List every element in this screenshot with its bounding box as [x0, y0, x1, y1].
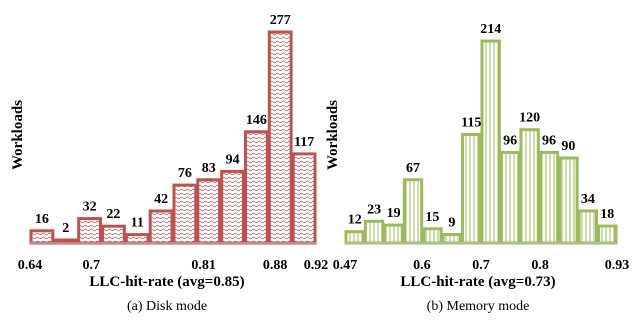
bar-value-label: 76	[178, 166, 192, 181]
x-tick-label: 0.88	[263, 258, 288, 273]
x-tick-label: 0.6	[413, 258, 431, 273]
bar	[597, 224, 618, 245]
bar-value-label: 32	[83, 200, 97, 215]
bar	[124, 233, 150, 245]
x-tick-labels: 0.47 0.6 0.7 0.8 0.93	[333, 258, 630, 273]
y-axis-label: Workloads	[325, 100, 341, 170]
bar-value-label: 277	[270, 13, 291, 28]
bar	[519, 128, 540, 245]
bar-value-label: 16	[35, 212, 49, 227]
x-tick-label: 0.7	[472, 258, 490, 273]
bar	[499, 150, 521, 245]
bar-value-label: 94	[226, 152, 240, 167]
bar	[577, 209, 598, 245]
bar	[441, 233, 463, 245]
bar-value-label: 23	[367, 202, 381, 217]
bar	[77, 217, 102, 245]
bar-value-label: 18	[600, 207, 614, 222]
bar-value-label: 22	[106, 207, 120, 222]
bar	[29, 229, 55, 245]
bar-value-label: 15	[425, 210, 439, 225]
bar	[101, 224, 126, 245]
bar	[363, 219, 385, 245]
bar-value-label: 12	[348, 213, 362, 228]
bar	[402, 178, 424, 245]
bar-value-label: 11	[131, 216, 144, 231]
bars	[29, 30, 317, 245]
bar-value-label: 83	[202, 161, 216, 176]
bar	[422, 227, 443, 245]
bar-value-label: 34	[581, 192, 595, 207]
bar-value-label: 120	[519, 111, 540, 126]
x-tick-label: 0.47	[333, 258, 358, 273]
bar-value-label: 19	[387, 206, 401, 221]
bar	[172, 183, 198, 245]
panel-caption: (b) Memory mode	[427, 299, 530, 314]
bar-value-label: 42	[154, 192, 168, 207]
x-tick-label: 0.93	[605, 258, 630, 273]
x-tick-labels: 0.64 0.7 0.81 0.88 0.92	[18, 258, 329, 273]
x-tick-label: 0.64	[18, 258, 43, 273]
bar	[291, 152, 317, 245]
bar	[196, 178, 222, 245]
bar-value-labels: 16 2 32 22 11 42 76 83 94 146 277 117	[35, 13, 314, 236]
bar	[267, 30, 293, 245]
bar-value-label: 2	[62, 221, 69, 236]
bar	[461, 132, 482, 245]
bar	[344, 230, 365, 245]
bar	[383, 223, 404, 245]
x-axis-label: LLC-hit-rate (avg=0.73)	[400, 274, 555, 290]
y-axis-label: Workloads	[10, 100, 26, 170]
bar-value-label: 96	[542, 133, 556, 148]
bar-value-label: 90	[561, 139, 575, 154]
bar-value-label: 117	[294, 135, 314, 150]
bar	[538, 150, 560, 245]
x-tick-label: 0.8	[531, 258, 549, 273]
x-tick-label: 0.92	[304, 258, 329, 273]
bar-value-label: 67	[406, 161, 420, 176]
x-axis-label: LLC-hit-rate (avg=0.85)	[89, 274, 244, 290]
bar	[220, 169, 245, 245]
x-tick-label: 0.81	[191, 258, 216, 273]
bar-value-label: 115	[461, 115, 481, 130]
bar-value-label: 146	[246, 113, 267, 128]
bar	[480, 39, 501, 245]
bar-value-label: 96	[503, 133, 517, 148]
bar	[148, 209, 174, 245]
bar-value-label: 9	[448, 216, 455, 231]
disk-mode-histogram: Workloads 16 2 32 22 11 42 76 83 94 146 277 117 0.6…	[10, 13, 328, 314]
x-tick-label: 0.7	[83, 258, 101, 273]
bar-value-label: 214	[480, 22, 501, 37]
bar	[244, 130, 269, 245]
bar	[558, 156, 579, 245]
panel-caption: (a) Disk mode	[127, 299, 207, 314]
